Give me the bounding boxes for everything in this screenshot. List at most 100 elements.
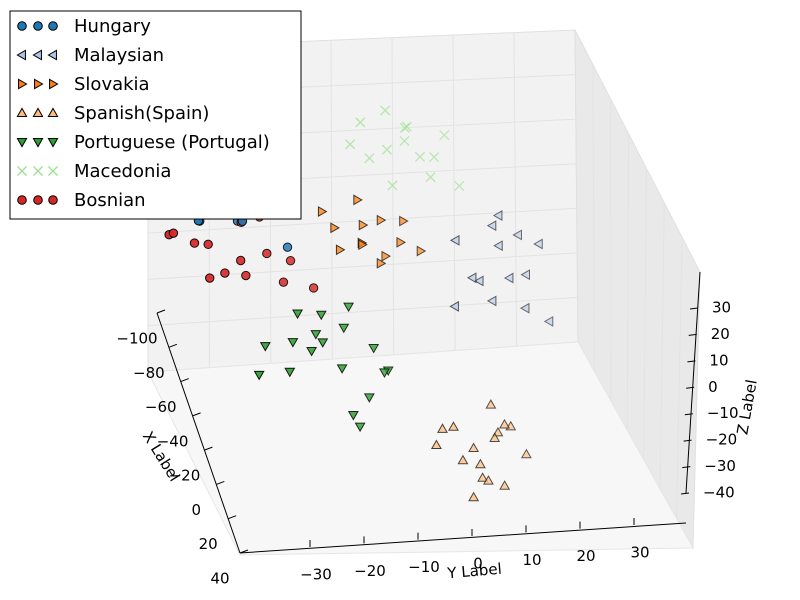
- data-point: [503, 272, 514, 284]
- data-point: [317, 206, 328, 218]
- data-point: [381, 250, 392, 262]
- data-point: [396, 236, 407, 248]
- data-point: [485, 399, 497, 409]
- data-point: [347, 411, 359, 421]
- data-point: [253, 370, 265, 381]
- data-point: [414, 151, 426, 162]
- data-point: [454, 180, 465, 192]
- legend-entry: Hungary: [17, 16, 151, 37]
- data-point: [416, 245, 427, 257]
- y-tick-label: 20: [576, 547, 595, 565]
- z-tick-label: −30: [704, 457, 736, 475]
- data-point: [512, 229, 522, 241]
- grid-line: [147, 207, 577, 234]
- data-point: [315, 310, 327, 321]
- x-tick: [204, 446, 213, 451]
- x-tick-label: 20: [199, 535, 218, 553]
- data-point: [310, 330, 322, 340]
- data-point: [336, 364, 348, 374]
- legend-marker: [32, 138, 44, 148]
- data-point: [543, 315, 554, 327]
- x-tick: [192, 412, 201, 417]
- z-tick-label: −20: [706, 431, 738, 449]
- grid-line: [643, 168, 647, 460]
- legend-marker: [18, 78, 28, 90]
- legend-marker: [16, 49, 26, 61]
- legend-marker: [48, 195, 58, 205]
- data-point: [520, 448, 532, 459]
- legend-marker: [47, 49, 57, 61]
- z-tick-label: −10: [707, 404, 739, 422]
- y-tick-label: 10: [522, 551, 541, 569]
- grid-line: [147, 252, 578, 280]
- data-point: [447, 421, 459, 431]
- legend-entry: Portuguese (Portugal): [16, 132, 270, 153]
- legend-marker: [16, 165, 28, 177]
- legend-entry: Slovakia: [18, 74, 150, 95]
- data-point: [425, 172, 436, 183]
- data-point: [486, 295, 497, 307]
- z-tick: [684, 413, 693, 416]
- x-tick-label: 40: [210, 570, 229, 588]
- z-tick: [682, 466, 691, 469]
- data-point: [262, 248, 272, 259]
- data-point: [449, 300, 459, 312]
- data-point: [489, 432, 501, 442]
- data-point: [287, 338, 299, 348]
- legend-marker: [48, 21, 58, 31]
- data-point: [466, 272, 477, 284]
- data-point: [533, 238, 543, 250]
- data-point: [449, 234, 460, 246]
- y-tick-label: 30: [630, 544, 649, 562]
- data-point: [376, 214, 387, 226]
- data-point: [363, 393, 375, 403]
- legend-marker: [32, 49, 42, 61]
- data-point: [358, 219, 369, 231]
- data-point: [493, 240, 503, 252]
- data-point: [499, 418, 510, 429]
- data-point: [399, 135, 410, 147]
- legend-marker: [17, 21, 27, 31]
- data-point: [338, 323, 350, 334]
- data-point: [473, 275, 484, 287]
- axis-line: [239, 522, 687, 554]
- grid-line: [330, 40, 333, 360]
- legend-marker: [49, 78, 59, 90]
- data-point: [189, 238, 200, 248]
- x-tick: [156, 309, 166, 314]
- data-point: [343, 302, 355, 313]
- data-point: [330, 222, 340, 234]
- data-point: [168, 228, 179, 238]
- data-point: [520, 269, 530, 281]
- legend-marker: [33, 21, 43, 31]
- floor-pane: [147, 341, 694, 556]
- data-point: [474, 458, 486, 469]
- data-point: [220, 268, 230, 278]
- legend-marker: [47, 138, 59, 148]
- legend-label: Malaysian: [74, 45, 164, 66]
- data-point: [317, 338, 329, 348]
- grid-line: [592, 64, 595, 372]
- data-point: [492, 426, 504, 437]
- z-tick: [686, 386, 695, 389]
- z-tick: [689, 307, 699, 310]
- x-tick-label: −60: [145, 398, 177, 416]
- legend-entry: Macedonia: [16, 161, 171, 182]
- z-axis-label: Z Label: [733, 378, 760, 436]
- data-point: [519, 302, 530, 314]
- x-tick-label: 0: [192, 501, 202, 519]
- axis-line: [156, 312, 241, 554]
- grid-lines: [147, 32, 683, 519]
- legend-marker: [16, 107, 28, 117]
- x-tick-label: −20: [169, 467, 201, 485]
- z-tick: [688, 333, 697, 336]
- data-point: [492, 210, 503, 221]
- data-point: [355, 117, 366, 128]
- data-point: [482, 475, 494, 485]
- y-tick-label: 0: [473, 555, 483, 573]
- x-tick-label: −80: [133, 364, 165, 382]
- data-point: [399, 215, 409, 227]
- legend: Hungary Malaysian Slovakia Spanish(Spain) Po…: [9, 10, 302, 220]
- data-point: [499, 480, 511, 490]
- y-tick-label: −10: [408, 558, 440, 576]
